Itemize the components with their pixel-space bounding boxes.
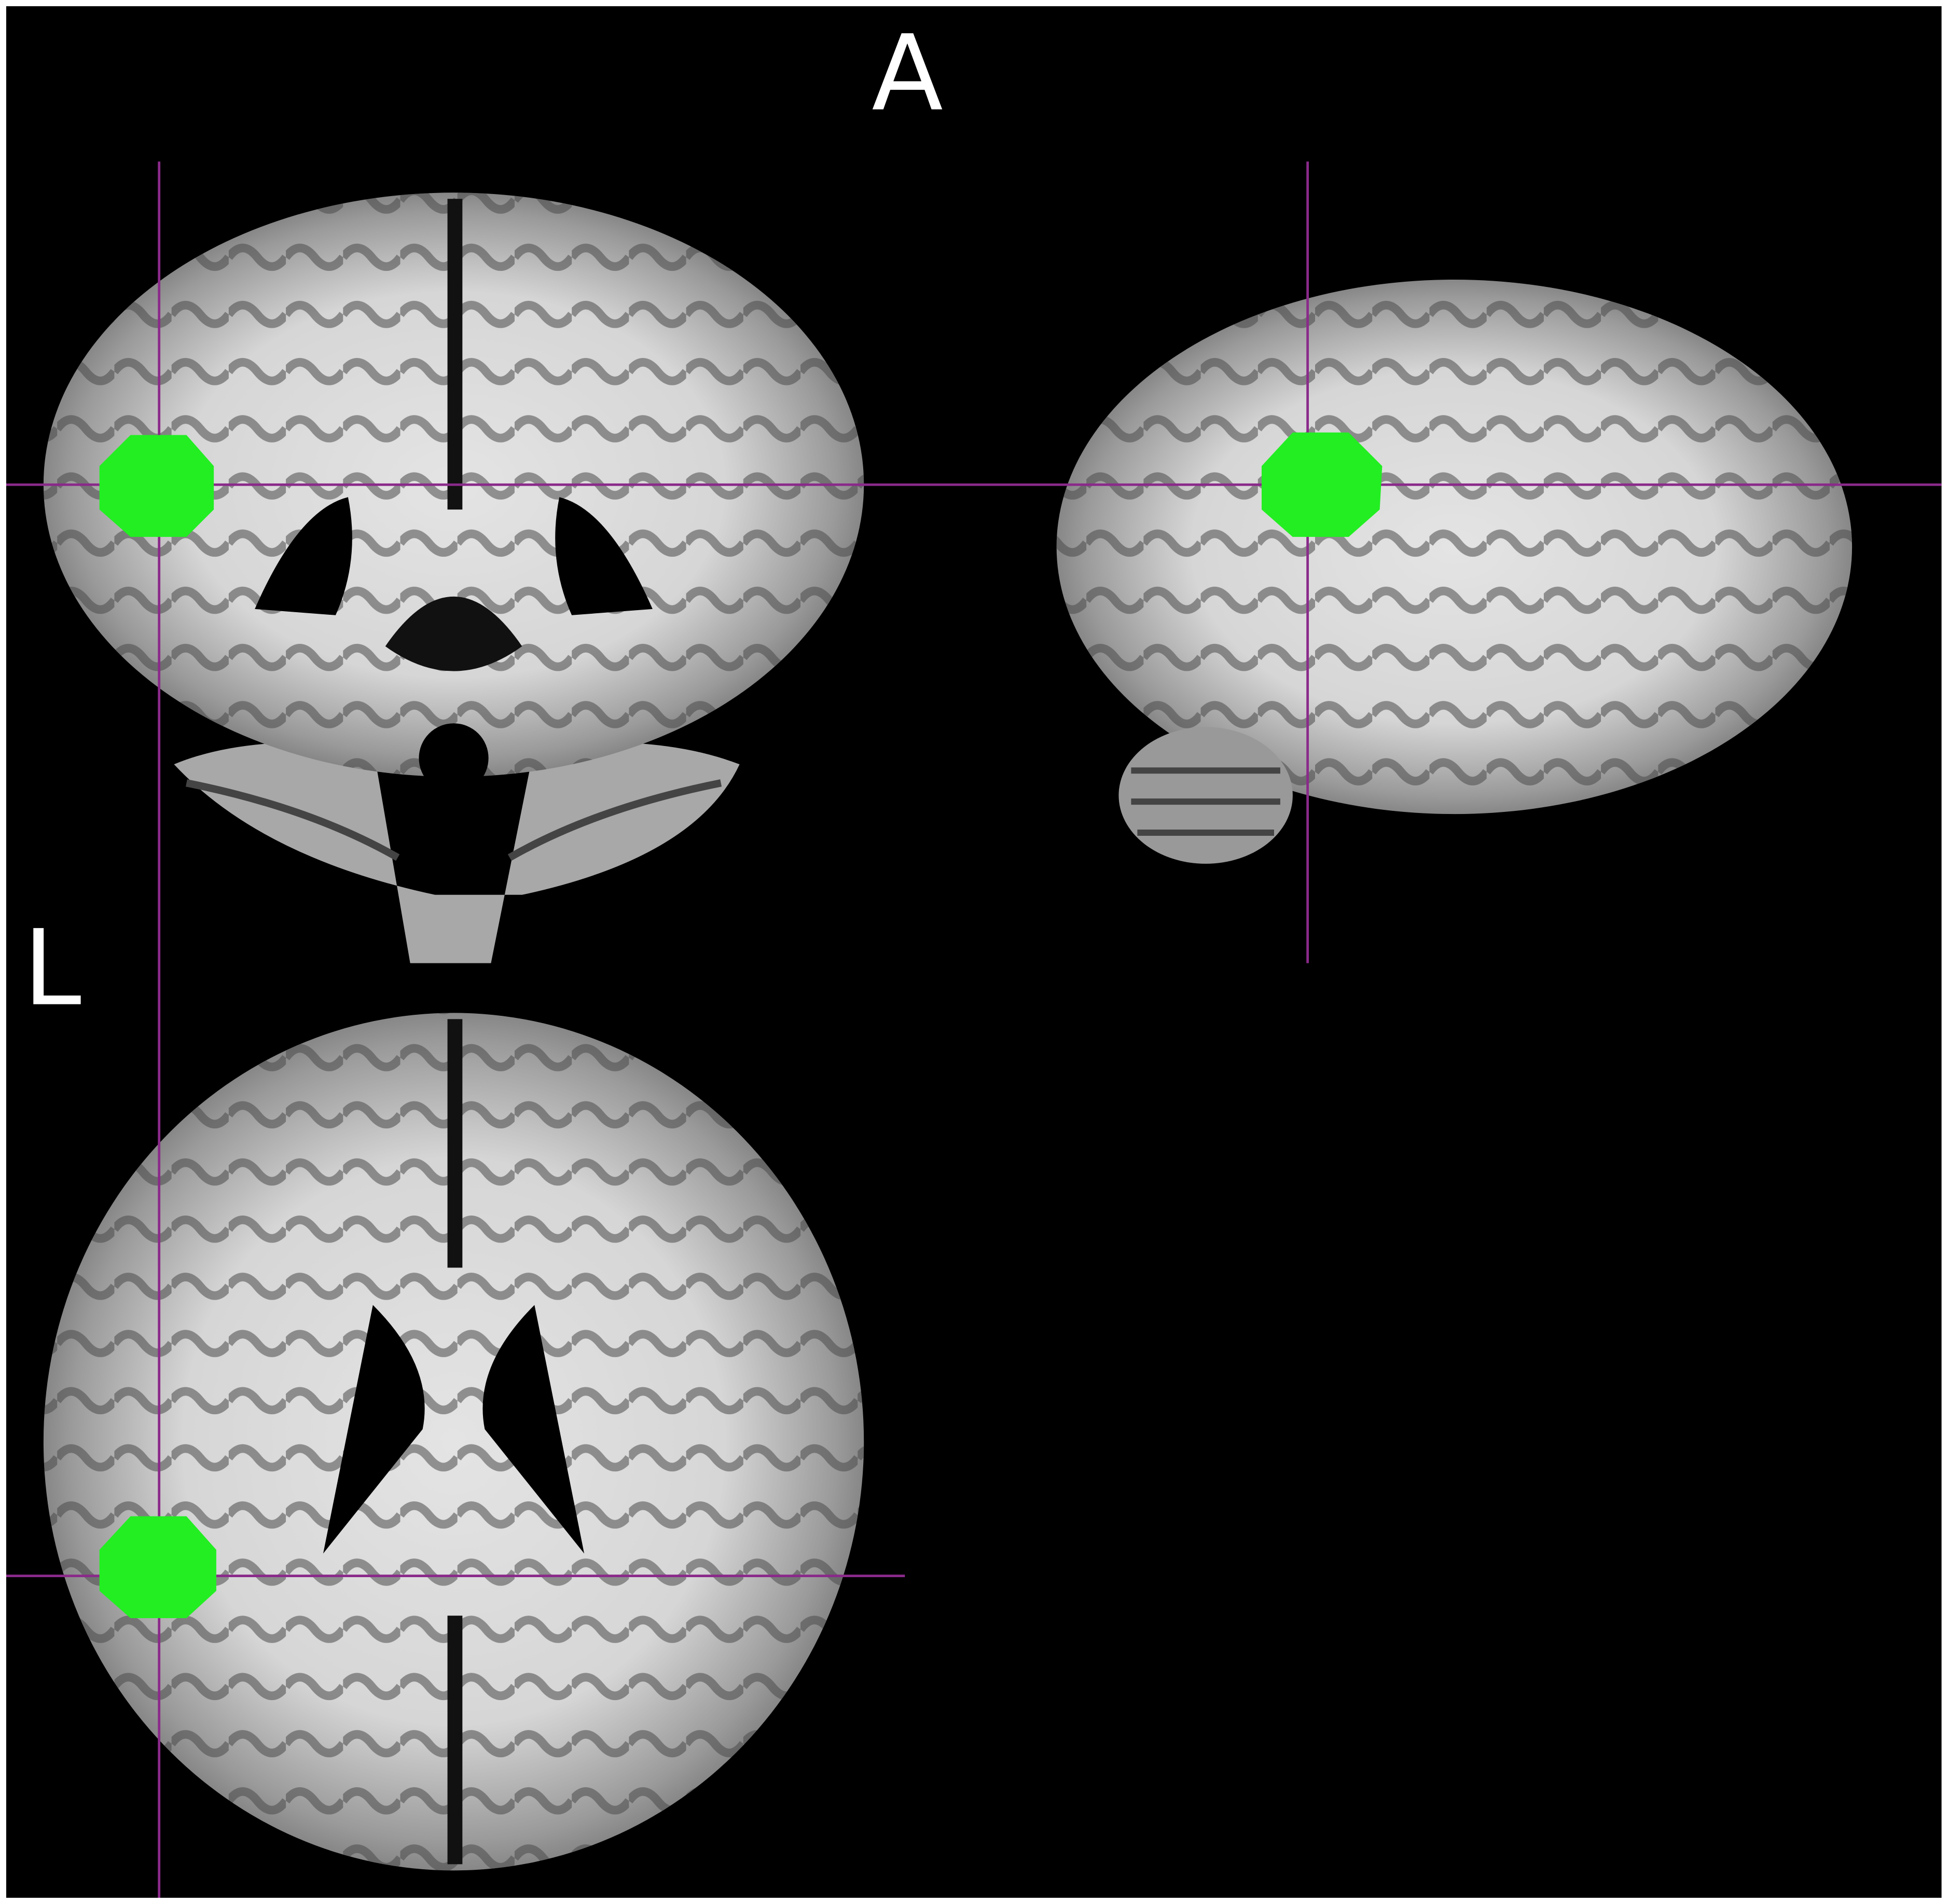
orientation-label: A (872, 13, 943, 134)
orientation-label: L (23, 908, 81, 1029)
roi-highlight (99, 432, 1383, 1619)
axial-slice (43, 1013, 864, 1871)
sagittal-slice (1056, 280, 1853, 864)
